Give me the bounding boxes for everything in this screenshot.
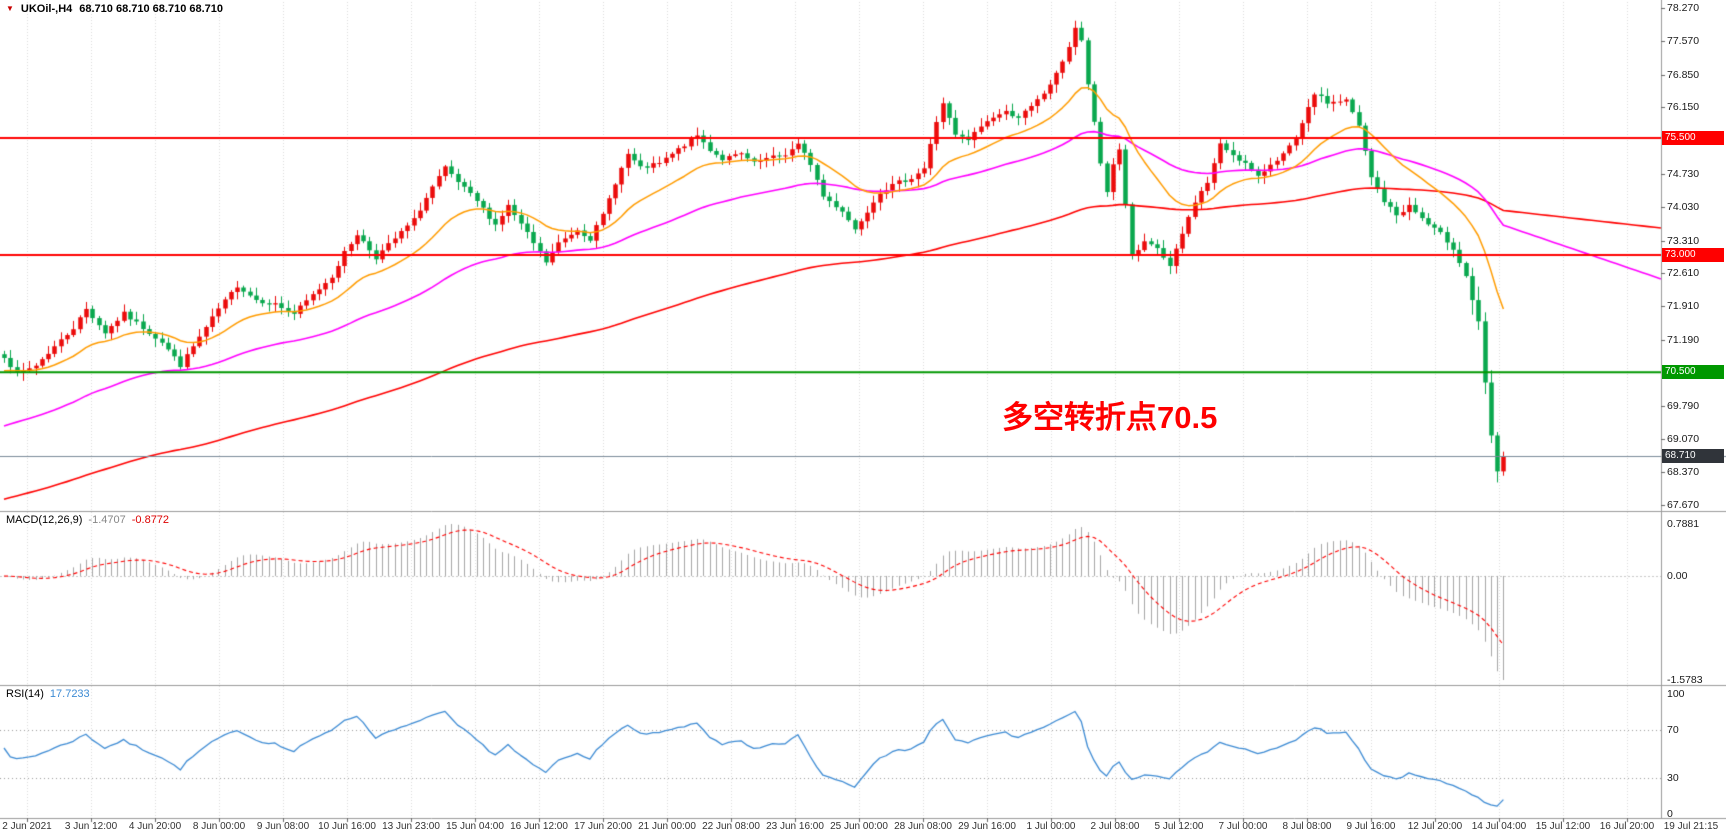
- time-tick-label[interactable]: 21 Jun 00:00: [638, 821, 696, 832]
- time-tick-label[interactable]: 8 Jun 00:00: [192, 821, 246, 832]
- price-tick-label: 77.570: [1667, 34, 1700, 47]
- price-level-badge: 70.500: [1662, 365, 1724, 380]
- price-level-badge: 73.000: [1662, 248, 1724, 263]
- price-tick-label: 67.670: [1667, 499, 1700, 511]
- time-tick-label[interactable]: 3 Jun 12:00: [64, 821, 118, 832]
- macd-main-value: -1.4707: [88, 514, 126, 526]
- time-tick-label[interactable]: 29 Jun 16:00: [958, 821, 1016, 832]
- annotation-text[interactable]: 多空转折点70.5: [1002, 400, 1218, 435]
- price-tick-label: 69.070: [1667, 433, 1700, 446]
- price-level-badge: 75.500: [1662, 130, 1724, 145]
- time-tick-label[interactable]: 16 Jul 20:00: [1599, 821, 1655, 832]
- time-tick-label[interactable]: 2 Jul 08:00: [1090, 821, 1140, 832]
- time-tick-label[interactable]: 22 Jun 08:00: [702, 821, 760, 832]
- time-tick-label[interactable]: 17 Jun 20:00: [574, 821, 632, 832]
- time-tick-label[interactable]: 15 Jul 12:00: [1535, 821, 1591, 832]
- price-tick-label: 71.910: [1667, 300, 1700, 313]
- macd-indicator-label: MACD(12,26,9) -1.4707 -0.8772: [6, 514, 169, 526]
- ohlc-readout: 68.710 68.710 68.710 68.710: [79, 3, 224, 15]
- time-tick-label[interactable]: 15 Jun 04:00: [446, 821, 504, 832]
- time-tick-label[interactable]: 16 Jun 12:00: [510, 821, 568, 832]
- price-tick-label: 76.150: [1667, 101, 1700, 114]
- time-tick-label[interactable]: 10 Jun 16:00: [318, 821, 376, 832]
- time-tick-label[interactable]: 8 Jul 08:00: [1282, 821, 1332, 832]
- price-tick-label: 73.310: [1667, 234, 1700, 247]
- rsi-tick-label: 70: [1667, 724, 1679, 736]
- price-tick-label: 74.730: [1667, 167, 1700, 180]
- time-tick-label[interactable]: 13 Jun 23:00: [382, 821, 440, 832]
- rsi-tick-label: 30: [1667, 772, 1679, 784]
- chart-header: ▼ UKOil-,H4 68.710 68.710 68.710 68.710: [6, 3, 223, 15]
- macd-tick-label: -1.5783: [1667, 674, 1703, 686]
- symbol-marker-icon: ▼: [6, 4, 14, 13]
- rsi-value: 17.7233: [49, 688, 90, 700]
- time-tick-label[interactable]: 2 Jun 2021: [2, 821, 52, 832]
- time-tick-label[interactable]: 9 Jun 08:00: [256, 821, 310, 832]
- macd-signal-value: -0.8772: [131, 514, 170, 526]
- time-tick-label[interactable]: 12 Jul 20:00: [1407, 821, 1463, 832]
- time-tick-label[interactable]: 5 Jul 12:00: [1154, 821, 1204, 832]
- rsi-name: RSI(14): [6, 688, 44, 700]
- time-tick-label[interactable]: 9 Jul 16:00: [1346, 821, 1396, 832]
- rsi-indicator-label: RSI(14) 17.7233: [6, 688, 90, 700]
- time-tick-label[interactable]: 14 Jul 04:00: [1471, 821, 1527, 832]
- macd-name: MACD(12,26,9): [6, 514, 83, 526]
- time-tick-label[interactable]: 23 Jun 16:00: [766, 821, 824, 832]
- macd-tick-label: 0.7881: [1667, 518, 1700, 530]
- symbol-title: UKOil-,H4: [20, 3, 73, 15]
- rsi-tick-label: 100: [1667, 688, 1685, 700]
- macd-tick-label: 0.00: [1667, 569, 1688, 582]
- time-tick-label[interactable]: 4 Jun 20:00: [128, 821, 182, 832]
- price-tick-label: 74.030: [1667, 200, 1700, 213]
- time-tick-label[interactable]: 25 Jun 00:00: [830, 821, 888, 832]
- price-tick-label: 72.610: [1667, 267, 1700, 280]
- price-tick-label: 78.270: [1667, 2, 1700, 14]
- time-tick-label[interactable]: 7 Jul 00:00: [1218, 821, 1268, 832]
- price-tick-label: 76.850: [1667, 68, 1700, 81]
- price-tick-label: 69.790: [1667, 399, 1700, 412]
- current-price-badge: 68.710: [1662, 449, 1724, 464]
- rsi-tick-label: 0: [1667, 808, 1673, 820]
- time-tick-label[interactable]: 28 Jun 08:00: [894, 821, 952, 832]
- time-tick-label[interactable]: 1 Jul 00:00: [1026, 821, 1076, 832]
- price-tick-label: 71.190: [1667, 333, 1700, 346]
- time-tick-label[interactable]: 19 Jul 21:15: [1663, 821, 1719, 832]
- price-tick-label: 68.370: [1667, 466, 1700, 479]
